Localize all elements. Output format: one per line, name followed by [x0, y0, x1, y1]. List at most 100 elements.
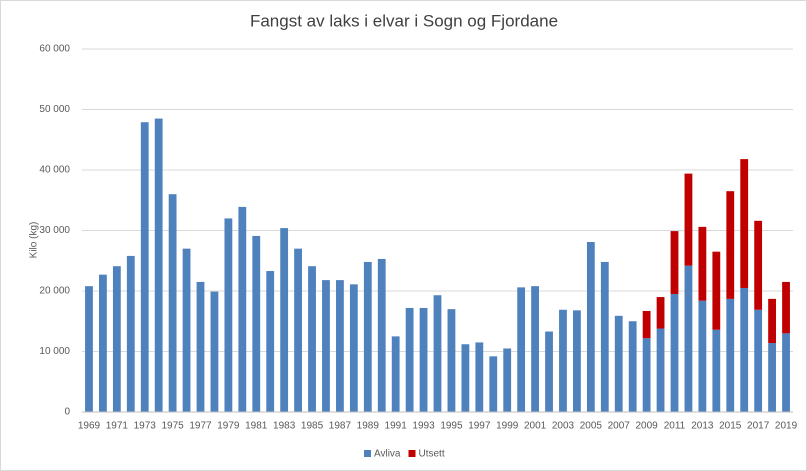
bar: [85, 286, 93, 412]
x-tick-label: 1969: [78, 421, 101, 432]
bar: [433, 295, 442, 412]
x-tick-label: 1981: [245, 421, 268, 432]
bar: [726, 191, 735, 299]
bar: [642, 338, 651, 412]
bar: [586, 241, 595, 412]
x-tick-label: 1979: [217, 421, 240, 432]
bar: [126, 255, 135, 412]
bar: [336, 280, 344, 412]
bar: [252, 235, 261, 412]
legend-swatch: [408, 450, 416, 457]
bar: [461, 344, 470, 412]
bar: [517, 287, 526, 412]
bar: [698, 300, 707, 412]
x-tick-label: 1977: [189, 421, 212, 432]
bar: [99, 274, 107, 412]
bar: [238, 206, 247, 412]
bar: [280, 228, 289, 412]
bar: [670, 231, 679, 295]
bar: [140, 122, 149, 412]
bar: [363, 261, 372, 412]
bar: [768, 298, 776, 344]
x-tick-label: 1989: [357, 421, 380, 432]
bar: [377, 258, 386, 412]
bar: [698, 226, 707, 301]
x-tick-label: 1985: [301, 421, 324, 432]
bar: [322, 280, 330, 412]
bar: [573, 310, 581, 412]
bar: [224, 218, 233, 412]
bar: [168, 194, 177, 412]
bar: [782, 281, 790, 334]
bar: [740, 159, 749, 288]
bar: [294, 248, 302, 412]
y-tick-label: 30 000: [39, 225, 70, 236]
y-tick-label: 0: [64, 407, 70, 418]
x-tick-label: 1999: [496, 421, 519, 432]
x-tick-label: 2005: [580, 421, 603, 432]
x-tick-label: 2011: [664, 421, 686, 432]
x-tick-label: 2019: [775, 421, 798, 432]
x-tick-label: 2015: [719, 421, 742, 432]
y-tick-label: 50 000: [39, 104, 70, 115]
bar: [614, 315, 623, 412]
bar: [545, 331, 553, 412]
x-tick-label: 2013: [691, 421, 714, 432]
bar: [349, 284, 358, 412]
x-tick-label: 1993: [412, 421, 435, 432]
y-tick-label: 20 000: [39, 286, 70, 297]
bar: [308, 266, 316, 412]
x-tick-label: 1995: [440, 421, 463, 432]
bar: [712, 329, 721, 412]
chart-title: Fangst av laks i elvar i Sogn og Fjordan…: [250, 11, 558, 30]
x-tick-label: 1987: [329, 421, 352, 432]
x-tick-label: 1997: [468, 421, 491, 432]
bar: [489, 356, 498, 412]
bar: [656, 297, 665, 329]
y-axis-label: Kilo (kg): [29, 222, 40, 259]
bar: [726, 298, 735, 412]
bar: [684, 173, 693, 266]
bar: [740, 287, 749, 412]
bar: [112, 266, 121, 412]
x-tick-label: 2009: [635, 421, 658, 432]
bar: [405, 307, 414, 412]
bar: [182, 248, 191, 412]
y-tick-label: 60 000: [39, 44, 70, 55]
x-tick-label: 1975: [161, 421, 184, 432]
bar: [670, 294, 679, 412]
legend-swatch: [364, 450, 371, 457]
y-tick-label: 40 000: [39, 165, 70, 176]
x-tick-label: 2017: [747, 421, 770, 432]
bar: [210, 291, 219, 412]
x-tick-label: 1983: [273, 421, 296, 432]
bar: [447, 309, 456, 412]
bar: [196, 281, 205, 412]
x-tick-label: 2003: [552, 421, 575, 432]
bar: [754, 220, 763, 310]
bar: [531, 286, 539, 412]
bar: [600, 261, 609, 412]
x-tick-label: 2001: [524, 421, 547, 432]
bar: [642, 310, 651, 339]
bar: [782, 333, 790, 412]
bar: [475, 342, 484, 412]
x-tick-label: 1971: [106, 421, 129, 432]
y-tick-label: 10 000: [39, 346, 70, 357]
bar: [266, 271, 275, 412]
bar: [391, 336, 400, 412]
bar: [656, 328, 665, 412]
bar: [154, 118, 163, 412]
bar: [768, 343, 776, 412]
legend-label: Utsett: [419, 449, 445, 460]
bar: [628, 321, 637, 412]
bar: [419, 307, 428, 412]
bar: [503, 348, 512, 412]
x-tick-label: 1973: [134, 421, 157, 432]
bar: [754, 309, 763, 412]
bar: [684, 265, 693, 412]
x-tick-label: 1991: [385, 421, 408, 432]
bar: [712, 251, 721, 330]
x-tick-label: 2007: [608, 421, 631, 432]
